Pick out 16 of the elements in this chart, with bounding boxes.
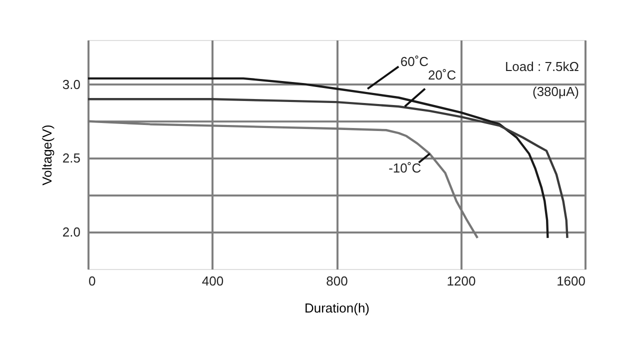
line-series	[86, 98, 568, 240]
y-tick-label: 2.5	[62, 150, 80, 166]
y-axis-title: Voltage(V)	[39, 124, 54, 186]
y-tick-label: 2.0	[62, 224, 80, 240]
x-tick-label: 1600	[556, 274, 586, 288]
x-tick-label: 800	[326, 274, 348, 288]
x-axis-title: Duration(h)	[304, 300, 370, 316]
annotation: (380μA)	[532, 84, 579, 99]
annotation: -10˚C	[388, 160, 422, 176]
annotation: Load : 7.5kΩ	[504, 59, 580, 74]
x-tick-label: 0	[88, 274, 96, 288]
annotation: 60˚C	[400, 54, 429, 70]
x-tick-label: 400	[202, 274, 224, 288]
annotation: 20˚C	[428, 67, 456, 82]
y-tick-label: 3.0	[62, 76, 80, 92]
x-tick-label: 1200	[446, 274, 476, 288]
